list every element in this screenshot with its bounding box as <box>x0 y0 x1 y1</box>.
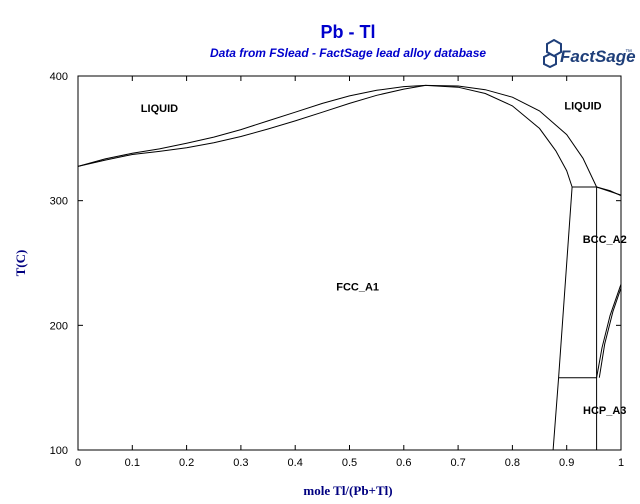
phase-boundary-line <box>596 284 622 378</box>
phase-region-labels: LIQUID LIQUID FCC_A1 BCC_A2 HCP_A3 <box>141 101 627 417</box>
logo-text: FactSage <box>560 47 636 66</box>
x-tick-label: 0.8 <box>505 457 520 469</box>
plot-frame <box>77 75 622 451</box>
x-tick-label: 0.1 <box>125 457 140 469</box>
phase-region-label: BCC_A2 <box>583 234 627 246</box>
x-tick-label: 1 <box>618 457 624 469</box>
phase-region-label: LIQUID <box>564 101 601 113</box>
phase-boundary-line <box>552 186 573 451</box>
x-tick-label: 0.3 <box>233 457 248 469</box>
phase-boundary-line <box>77 84 426 167</box>
phase-region-label: LIQUID <box>141 103 178 115</box>
phase-boundaries <box>77 84 622 451</box>
chart-subtitle: Data from FSlead - FactSage lead alloy d… <box>210 46 486 60</box>
x-axis: 0 0.1 0.2 0.3 0.4 0.5 0.6 0.7 0.8 0.9 1 <box>75 76 624 469</box>
phase-region-label: FCC_A1 <box>336 281 379 293</box>
logo-trademark: ™ <box>625 49 632 56</box>
x-axis-label: mole Tl/(Pb+Tl) <box>303 483 392 498</box>
y-tick-label: 100 <box>50 445 68 457</box>
factsage-logo: FactSage ™ <box>543 38 636 69</box>
x-tick-label: 0.2 <box>179 457 194 469</box>
y-tick-label: 400 <box>50 71 68 83</box>
y-tick-label: 200 <box>50 320 68 332</box>
phase-boundary-line <box>596 186 622 197</box>
phase-boundary-line <box>77 84 426 167</box>
x-tick-label: 0.7 <box>450 457 465 469</box>
x-tick-label: 0.6 <box>396 457 411 469</box>
y-tick-label: 300 <box>50 196 68 208</box>
x-tick-label: 0.5 <box>342 457 357 469</box>
x-tick-label: 0.9 <box>559 457 574 469</box>
y-axis-label: T(C) <box>13 250 28 277</box>
chart-title: Pb - Tl <box>321 22 376 42</box>
phase-region-label: HCP_A3 <box>583 405 626 417</box>
x-tick-label: 0.4 <box>288 457 303 469</box>
phase-boundary-line <box>598 287 622 378</box>
phase-boundary-line <box>425 84 598 188</box>
x-tick-label: 0 <box>75 457 81 469</box>
phase-boundary-line <box>425 84 573 188</box>
y-axis: 100 200 300 400 <box>50 71 621 457</box>
